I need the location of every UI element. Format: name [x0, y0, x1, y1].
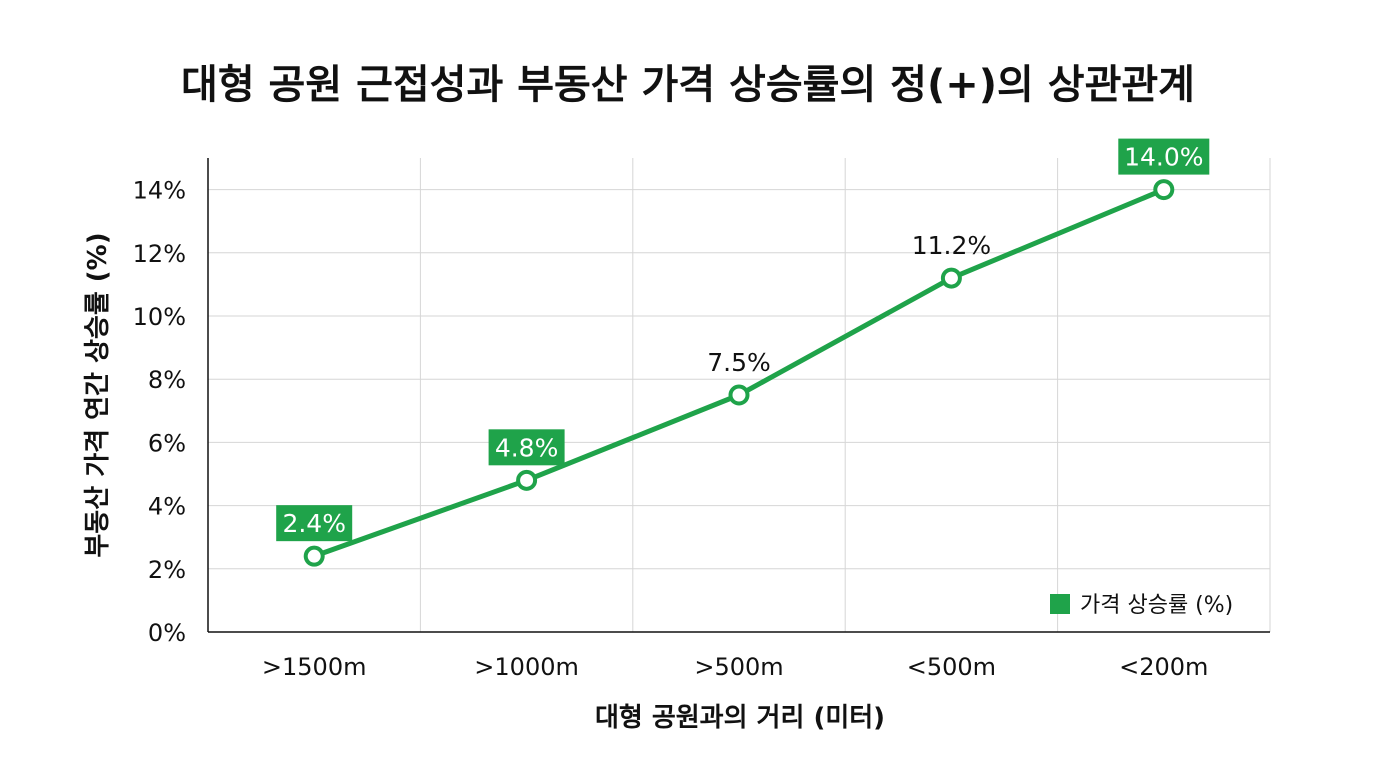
y-axis-ticks: 0% 2% 4% 6% 8% 10% 12% 14%	[133, 177, 186, 647]
series-price-growth	[303, 179, 1175, 567]
data-point	[516, 469, 538, 491]
y-tick-label: 8%	[148, 366, 186, 394]
y-tick-label: 0%	[148, 619, 186, 647]
axes	[207, 158, 1270, 633]
data-label-highlight-box	[1118, 138, 1210, 175]
grid-lines	[208, 158, 1271, 632]
x-axis-ticks: >1500m >1000m >500m <500m <200m	[262, 653, 1209, 681]
data-label: 7.5%	[707, 348, 771, 377]
data-point	[940, 267, 962, 289]
x-tick-label: <500m	[907, 653, 996, 681]
data-point	[303, 545, 325, 567]
legend: 가격 상승률 (%)	[1050, 593, 1233, 618]
x-tick-label: >500m	[694, 653, 783, 681]
x-tick-label: >1000m	[474, 653, 579, 681]
y-tick-label: 4%	[148, 493, 186, 521]
x-tick-label: <200m	[1119, 653, 1208, 681]
x-axis-title: 대형 공원과의 거리 (미터)	[595, 703, 885, 733]
x-tick-label: >1500m	[262, 653, 367, 681]
data-point	[1153, 179, 1175, 201]
data-label-highlight-box	[488, 429, 565, 466]
y-tick-label: 2%	[148, 556, 186, 584]
data-label: 2.4%	[282, 509, 346, 538]
y-tick-label: 6%	[148, 429, 186, 457]
legend-label: 가격 상승률 (%)	[1080, 593, 1233, 618]
data-label: 14.0%	[1124, 143, 1203, 172]
y-axis-title: 부동산 가격 연간 상승률 (%)	[83, 232, 113, 557]
y-tick-label: 10%	[133, 303, 186, 331]
data-label-highlight-box	[276, 505, 353, 542]
chart-title: 대형 공원 근접성과 부동산 가격 상승률의 정(+)의 상관관계	[181, 62, 1195, 108]
data-point	[728, 384, 750, 406]
data-labels: 2.4% 4.8% 7.5% 11.2% 14.0%	[276, 138, 1210, 542]
y-tick-label: 12%	[133, 240, 186, 268]
data-label: 11.2%	[912, 231, 991, 260]
data-label: 4.8%	[495, 433, 559, 462]
y-tick-label: 14%	[133, 177, 186, 205]
legend-swatch	[1050, 594, 1070, 614]
